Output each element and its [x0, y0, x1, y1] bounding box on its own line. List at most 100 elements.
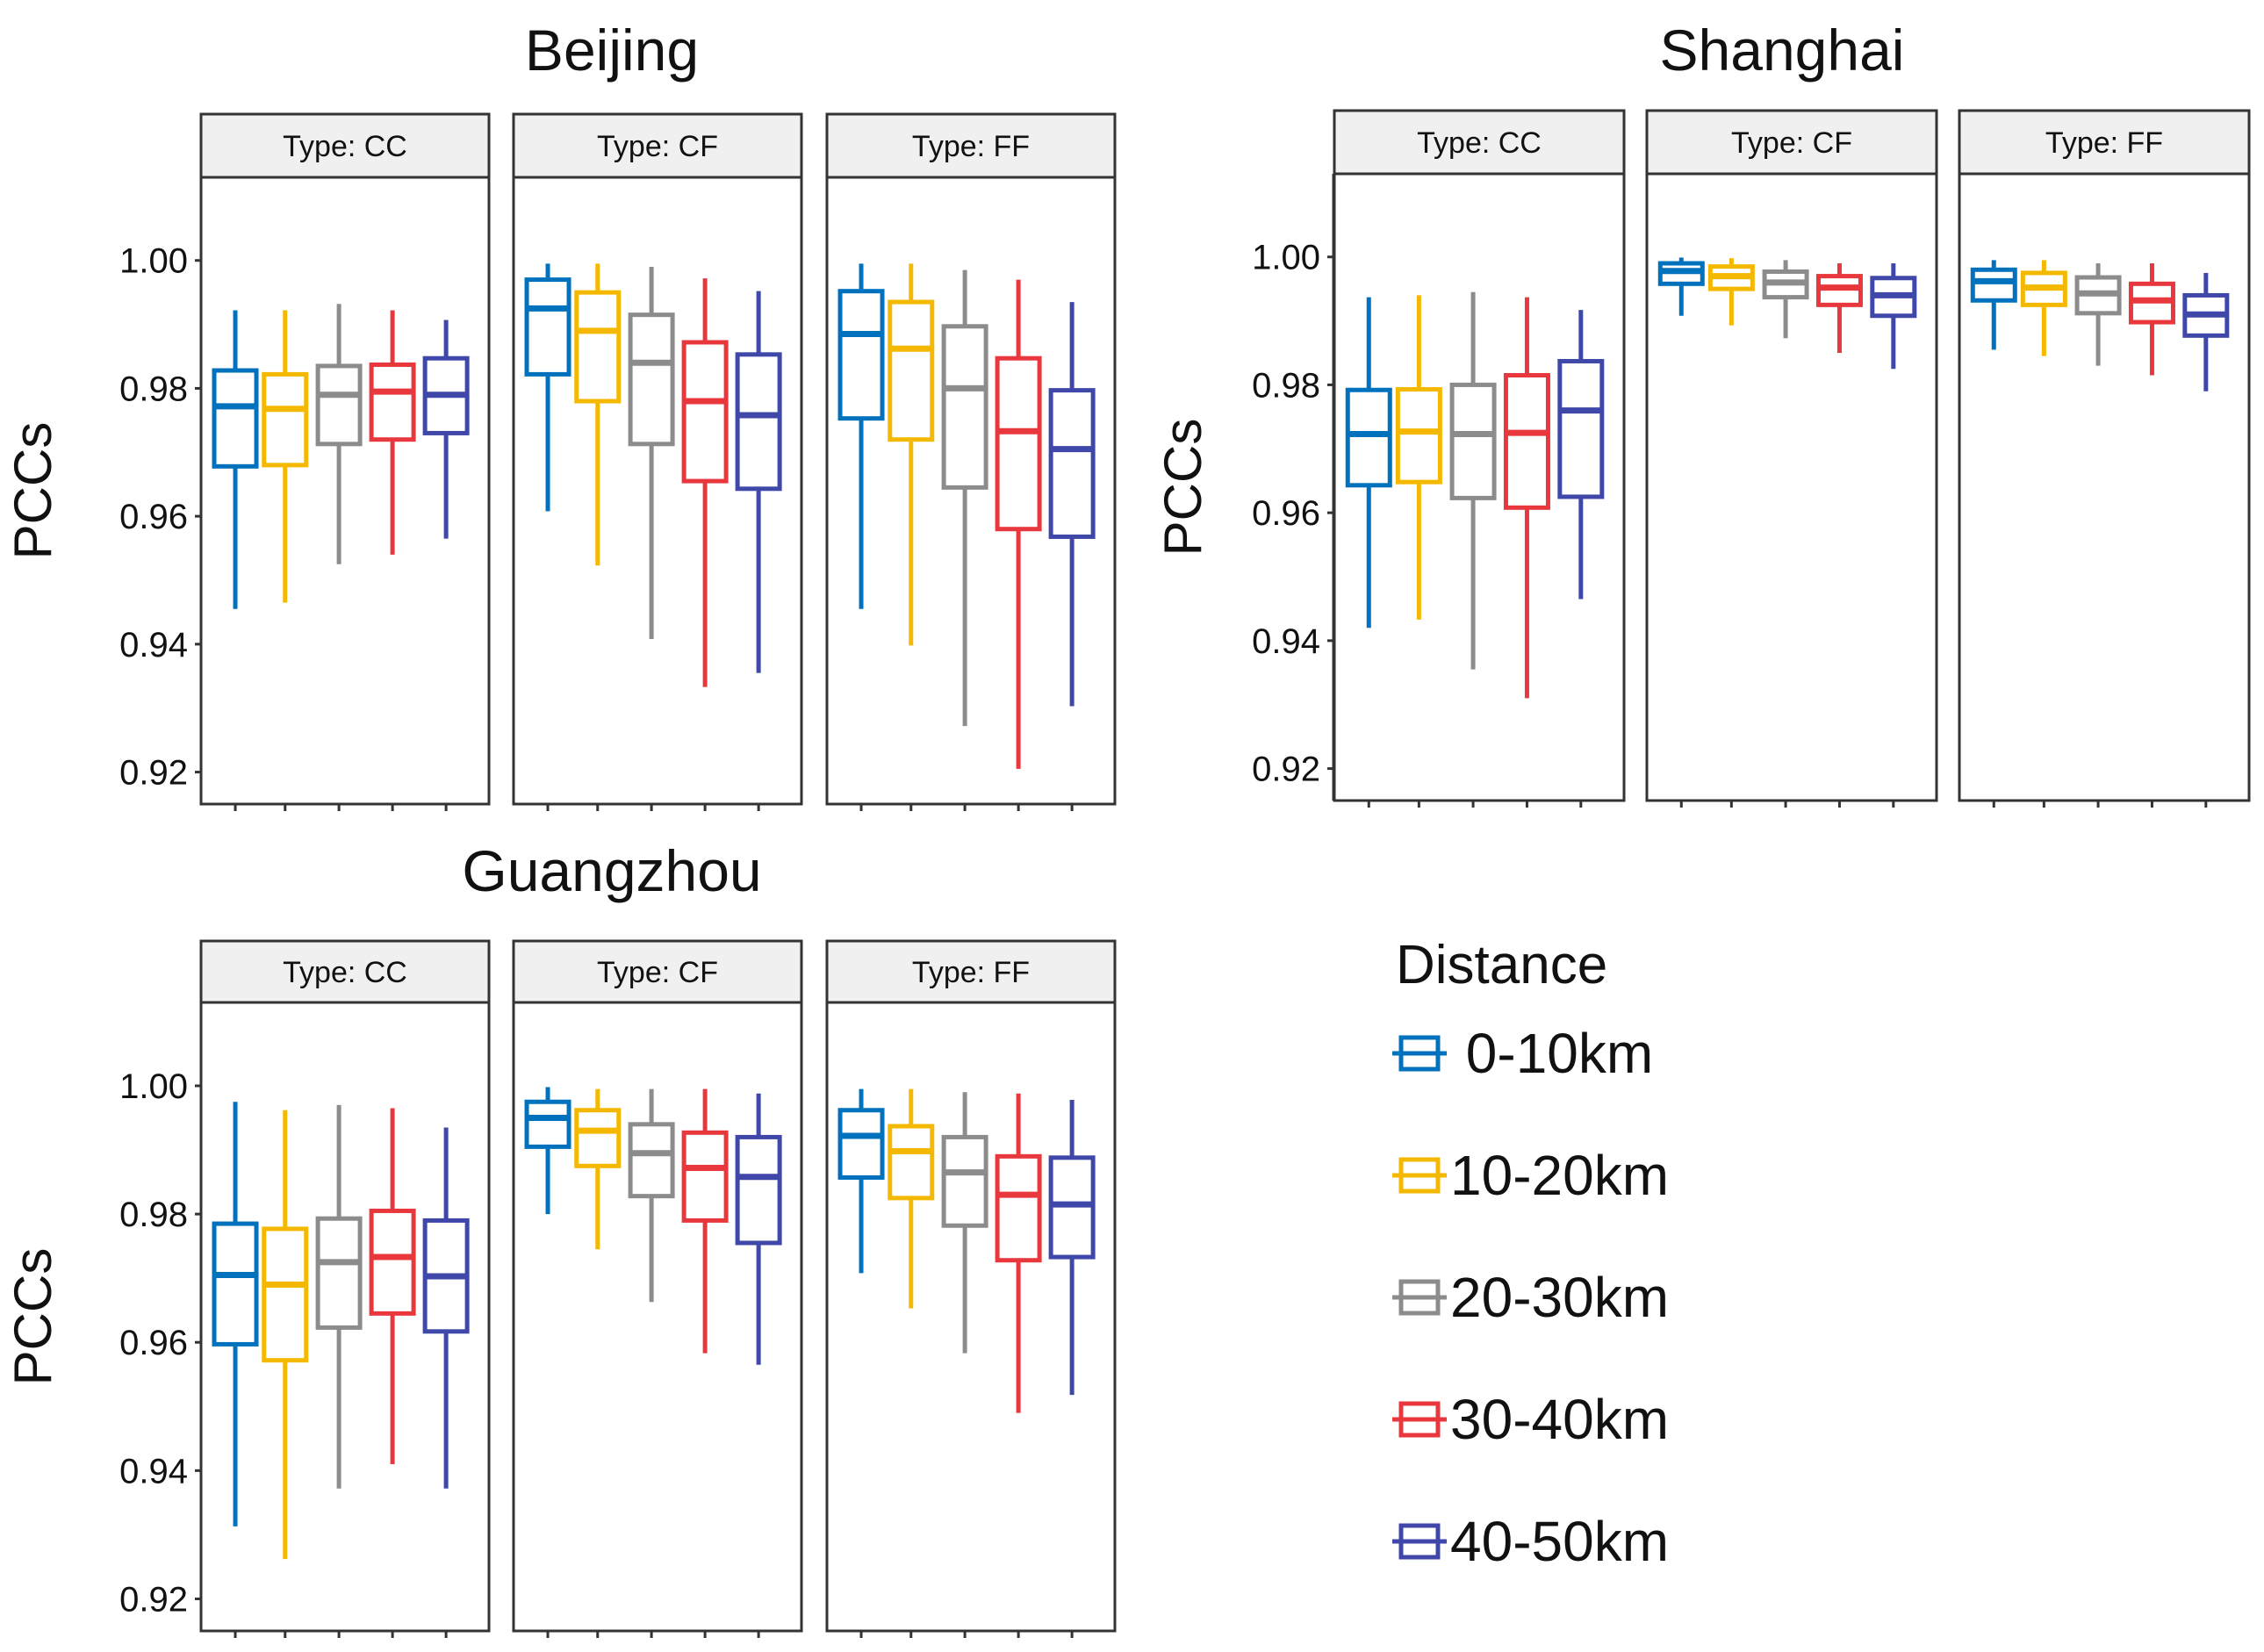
box-iqr	[1970, 267, 2017, 303]
chart-title: Beijing	[525, 18, 699, 83]
facet-strip	[1333, 109, 1626, 176]
box-iqr	[941, 324, 988, 490]
legend-label: 30-40km	[1450, 1388, 1669, 1451]
y-tick-label: 0.92	[1252, 751, 1320, 789]
facet-grid-beijing: Beijing PCCs 0.92 0.94 0.96 0.98 1.00 Type: CC T…	[4, 18, 1117, 811]
box-0-10km	[1657, 257, 1705, 316]
box-iqr	[681, 340, 729, 484]
y-axis-label: PCCs	[4, 1248, 62, 1386]
legend-item: 20-30km	[1392, 1266, 1669, 1329]
box-40-50km	[1048, 302, 1096, 707]
panel-frame	[1645, 172, 1938, 802]
facet-strip	[512, 112, 803, 179]
box-iqr	[941, 1134, 988, 1228]
y-tick-label: 0.96	[119, 1324, 188, 1362]
box-10-20km	[574, 263, 622, 566]
panel-cc: Type: CC	[1333, 109, 1626, 808]
facet-strip-label: Type: CC	[283, 130, 407, 163]
y-tick-label: 1.00	[1252, 239, 1320, 277]
box-iqr	[1395, 387, 1442, 485]
y-tick-label: 0.94	[119, 626, 188, 664]
box-40-50km	[1048, 1100, 1096, 1396]
box-0-10km	[212, 1102, 259, 1526]
box-iqr	[1048, 388, 1096, 539]
box-30-40km	[681, 278, 729, 687]
box-iqr	[574, 1108, 622, 1168]
box-iqr	[1345, 387, 1392, 488]
box-10-20km	[888, 1088, 935, 1309]
box-0-10km	[837, 1088, 885, 1274]
facet-grid-guangzhou: Guangzhou PCCs 0.92 0.94 0.96 0.98 1.00 Type: C…	[4, 838, 1117, 1638]
box-iqr	[1503, 373, 1550, 510]
box-0-10km	[837, 263, 885, 609]
panel-ff: Type: FF	[825, 112, 1117, 811]
box-iqr	[735, 352, 782, 492]
box-40-50km	[1870, 263, 1917, 370]
panel-ff: Type: FF	[825, 939, 1117, 1638]
panel-frame	[512, 1001, 803, 1633]
facet-strip-label: Type: FF	[912, 956, 1030, 989]
box-40-50km	[735, 1093, 782, 1365]
box-iqr	[888, 299, 935, 442]
y-axis-label: PCCs	[4, 422, 62, 560]
panel-cf: Type: CF	[512, 112, 803, 811]
box-iqr	[735, 1134, 782, 1246]
legend-title: Distance	[1396, 935, 1607, 995]
facet-strip-label: Type: CC	[1417, 126, 1542, 160]
box-iqr	[369, 1208, 416, 1316]
box-iqr	[369, 362, 416, 442]
legend-item: 40-50km	[1392, 1510, 1669, 1573]
y-tick-label: 1.00	[119, 1067, 188, 1106]
panel-frame	[825, 1001, 1117, 1633]
box-30-40km	[2128, 263, 2175, 376]
box-iqr	[888, 1124, 935, 1201]
facet-strip-label: Type: CC	[283, 956, 407, 989]
facet-strip	[1645, 109, 1938, 176]
box-iqr	[995, 356, 1042, 532]
facet-strip-label: Type: CF	[597, 130, 718, 163]
box-20-30km	[941, 1092, 988, 1354]
box-iqr	[628, 312, 675, 447]
panel-cc: Type: CC	[199, 939, 491, 1638]
y-tick-label: 1.00	[119, 242, 188, 281]
box-30-40km	[369, 1108, 416, 1465]
box-30-40km	[1503, 297, 1550, 699]
box-30-40km	[369, 310, 416, 555]
box-10-20km	[2020, 260, 2067, 356]
legend-item: 0-10km	[1392, 1022, 1653, 1085]
legend-label: 20-30km	[1450, 1266, 1669, 1329]
y-tick-label: 0.98	[1252, 366, 1320, 405]
box-iqr	[315, 1216, 363, 1330]
box-20-30km	[628, 1088, 675, 1303]
box-iqr	[524, 1099, 571, 1149]
box-20-30km	[2074, 263, 2122, 366]
box-10-20km	[262, 310, 309, 603]
box-0-10km	[524, 263, 571, 512]
box-iqr	[262, 1226, 309, 1363]
box-10-20km	[574, 1088, 622, 1250]
box-30-40km	[681, 1088, 729, 1354]
legend-item: 30-40km	[1392, 1388, 1669, 1451]
y-tick-label: 0.94	[1252, 622, 1320, 661]
legend-label: 0-10km	[1450, 1022, 1653, 1085]
legend-label: 40-50km	[1450, 1510, 1669, 1573]
chart-title: Guangzhou	[462, 838, 761, 903]
box-20-30km	[1449, 291, 1497, 670]
panel-cc: Type: CC	[199, 112, 491, 811]
box-iqr	[837, 289, 885, 421]
y-tick-label: 0.94	[119, 1452, 188, 1490]
box-iqr	[681, 1130, 729, 1223]
y-tick-label: 0.92	[119, 1580, 188, 1619]
box-20-30km	[315, 1104, 363, 1489]
facet-grid-shanghai: Shanghai PCCs 0.92 0.94 0.96 0.98 1.00 Type: CC…	[1154, 18, 2251, 808]
box-40-50km	[1557, 310, 1605, 600]
box-20-30km	[315, 304, 363, 564]
legend-label: 10-20km	[1450, 1144, 1669, 1207]
panel-cf: Type: CF	[512, 939, 803, 1638]
box-40-50km	[735, 291, 782, 673]
box-iqr	[995, 1153, 1042, 1263]
box-30-40km	[1815, 263, 1863, 353]
box-20-30km	[628, 267, 675, 640]
y-tick-label: 0.92	[119, 754, 188, 793]
